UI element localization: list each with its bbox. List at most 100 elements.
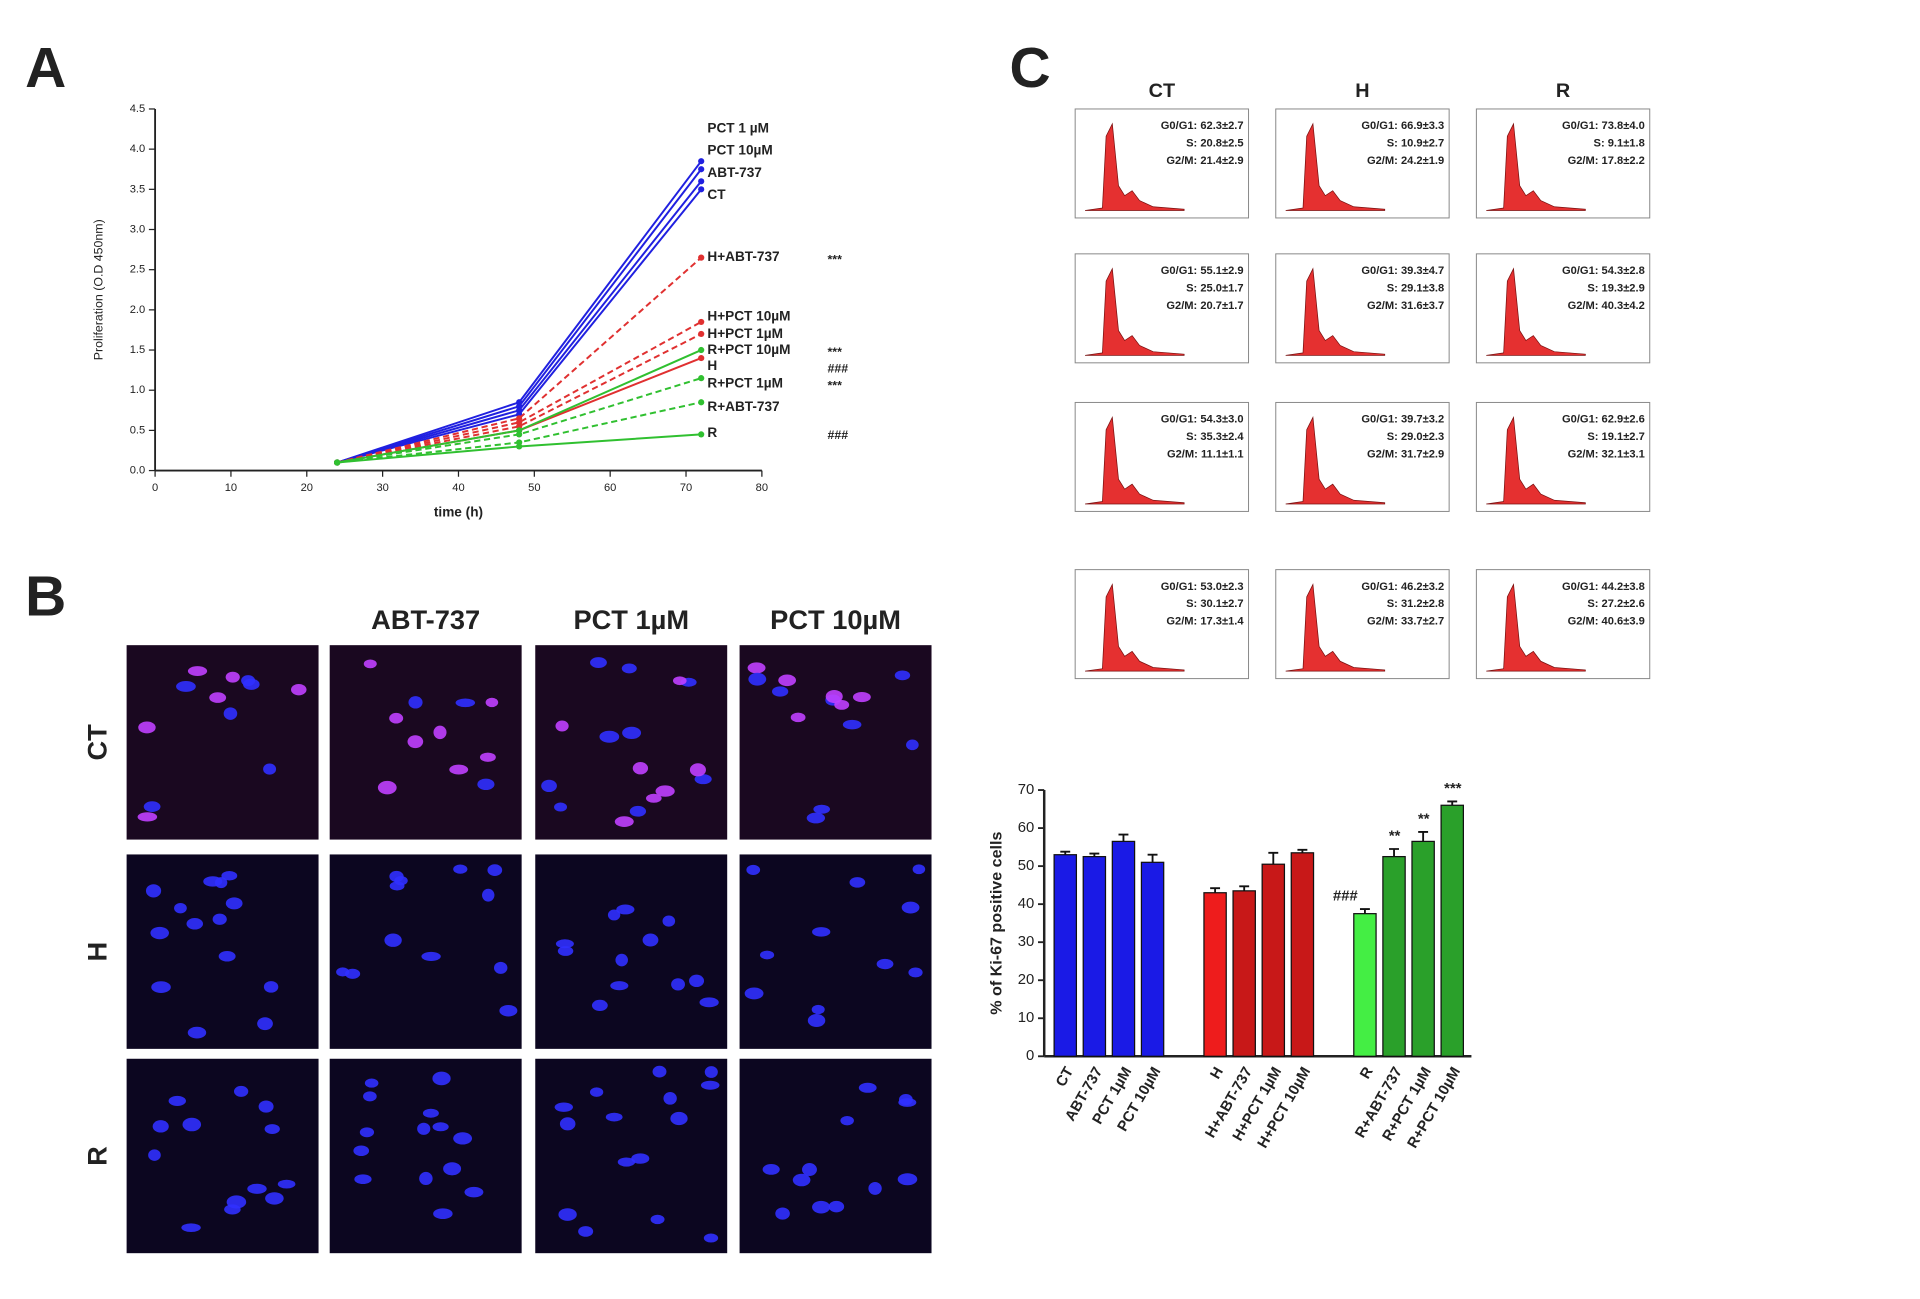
nucleus	[631, 1153, 650, 1164]
nucleus	[377, 780, 397, 795]
cell-cycle-stat: G0/G1: 73.8±4.0	[1562, 120, 1645, 132]
y-tick-label: 0	[1026, 1048, 1034, 1064]
nucleus	[221, 871, 238, 881]
nucleus	[746, 864, 761, 875]
micrograph	[329, 1058, 522, 1254]
nucleus	[621, 663, 637, 674]
cell-cycle-stat: G0/G1: 39.7±3.2	[1361, 414, 1444, 426]
nucleus	[168, 1095, 186, 1106]
nucleus	[345, 968, 361, 979]
nucleus	[616, 904, 635, 915]
bar	[1053, 854, 1078, 1057]
nucleus	[760, 950, 775, 960]
nucleus	[868, 1181, 882, 1195]
error-bar	[1060, 850, 1071, 855]
marker	[698, 375, 705, 382]
micrograph	[329, 645, 522, 840]
nucleus	[555, 720, 569, 732]
x-tick-label: 50	[528, 482, 540, 494]
histogram	[1085, 122, 1185, 211]
nucleus	[700, 1080, 720, 1090]
series-label: H+ABT-737	[707, 249, 779, 264]
x-tick-label: 60	[604, 482, 616, 494]
nucleus	[137, 812, 158, 822]
x-tick-label: 10	[225, 482, 237, 494]
nucleus	[650, 1214, 665, 1225]
marker	[698, 346, 705, 354]
cell-cycle-stat: G0/G1: 66.9±3.3	[1361, 120, 1444, 132]
nucleus	[499, 1005, 518, 1017]
micrograph	[535, 1058, 728, 1254]
nucleus	[485, 697, 499, 708]
histogram	[1486, 416, 1586, 505]
x-tick-label: H	[1208, 1065, 1227, 1082]
series-line	[336, 321, 702, 464]
nucleus	[670, 1111, 688, 1126]
nucleus	[802, 1163, 817, 1176]
nucleus	[591, 999, 608, 1012]
bar	[1082, 855, 1107, 1057]
nucleus	[493, 961, 508, 974]
cell-cycle-stat: G0/G1: 55.1±2.9	[1161, 265, 1244, 277]
micrograph	[739, 1058, 932, 1254]
nucleus	[747, 662, 766, 674]
nucleus	[615, 953, 628, 967]
nucleus	[622, 726, 642, 739]
error-bar	[1418, 830, 1429, 842]
nucleus	[652, 1065, 667, 1078]
nucleus	[806, 812, 826, 824]
error-bar	[1297, 848, 1308, 853]
y-tick-label: 2.5	[130, 264, 145, 276]
significance: ###	[827, 428, 848, 442]
x-tick-label: 40	[452, 482, 464, 494]
nucleus	[906, 739, 919, 751]
histogram	[1085, 583, 1185, 672]
nucleus	[152, 1120, 169, 1133]
marker	[698, 431, 705, 438]
nucleus	[359, 1127, 375, 1138]
cell-cycle-stat: G2/M: 31.7±2.9	[1367, 448, 1444, 460]
nucleus	[433, 1208, 453, 1220]
nucleus	[590, 657, 607, 668]
cell-cycle-stat: G2/M: 32.1±3.1	[1568, 448, 1645, 460]
nucleus	[894, 670, 911, 681]
nucleus	[632, 762, 649, 775]
marker	[516, 431, 523, 438]
histogram	[1285, 583, 1386, 672]
nucleus	[389, 712, 404, 724]
nucleus	[828, 1200, 845, 1213]
y-tick-label: 2.0	[130, 304, 145, 316]
significance: ***	[827, 379, 842, 393]
panel-letter: C	[1010, 36, 1051, 100]
nucleus	[807, 1014, 826, 1028]
nucleus	[605, 1112, 623, 1122]
nucleus	[617, 1157, 636, 1167]
nucleus	[143, 801, 161, 813]
nucleus	[901, 901, 920, 914]
y-tick-label: 3.5	[130, 183, 145, 195]
bar	[1411, 840, 1435, 1057]
nucleus	[555, 939, 574, 949]
nucleus	[214, 877, 228, 889]
cell-cycle-stat: G0/G1: 44.2±3.8	[1562, 581, 1645, 593]
cell-cycle-stat: G2/M: 31.6±3.7	[1367, 300, 1444, 312]
error-bar	[1210, 887, 1221, 893]
error-bar	[1389, 848, 1399, 857]
cell-cycle-stat: S: 10.9±2.7	[1387, 138, 1444, 150]
series-line	[336, 333, 702, 464]
nucleus	[599, 730, 620, 743]
nucleus	[645, 793, 662, 803]
nucleus	[482, 888, 495, 902]
cell-cycle-stat: S: 25.0±1.7	[1186, 282, 1243, 294]
nucleus	[241, 675, 256, 687]
row-label: H	[82, 942, 113, 962]
cell-cycle-stat: G2/M: 11.1±1.1	[1167, 448, 1244, 460]
nucleus	[689, 763, 706, 777]
histogram	[1085, 267, 1185, 356]
nucleus	[671, 978, 685, 991]
panel-letter: A	[25, 36, 66, 100]
bar	[1261, 863, 1286, 1057]
cell-cycle-stat: S: 35.3±2.4	[1186, 431, 1244, 443]
nucleus	[689, 974, 705, 987]
cell-cycle-stat: G2/M: 17.3±1.4	[1166, 616, 1244, 628]
